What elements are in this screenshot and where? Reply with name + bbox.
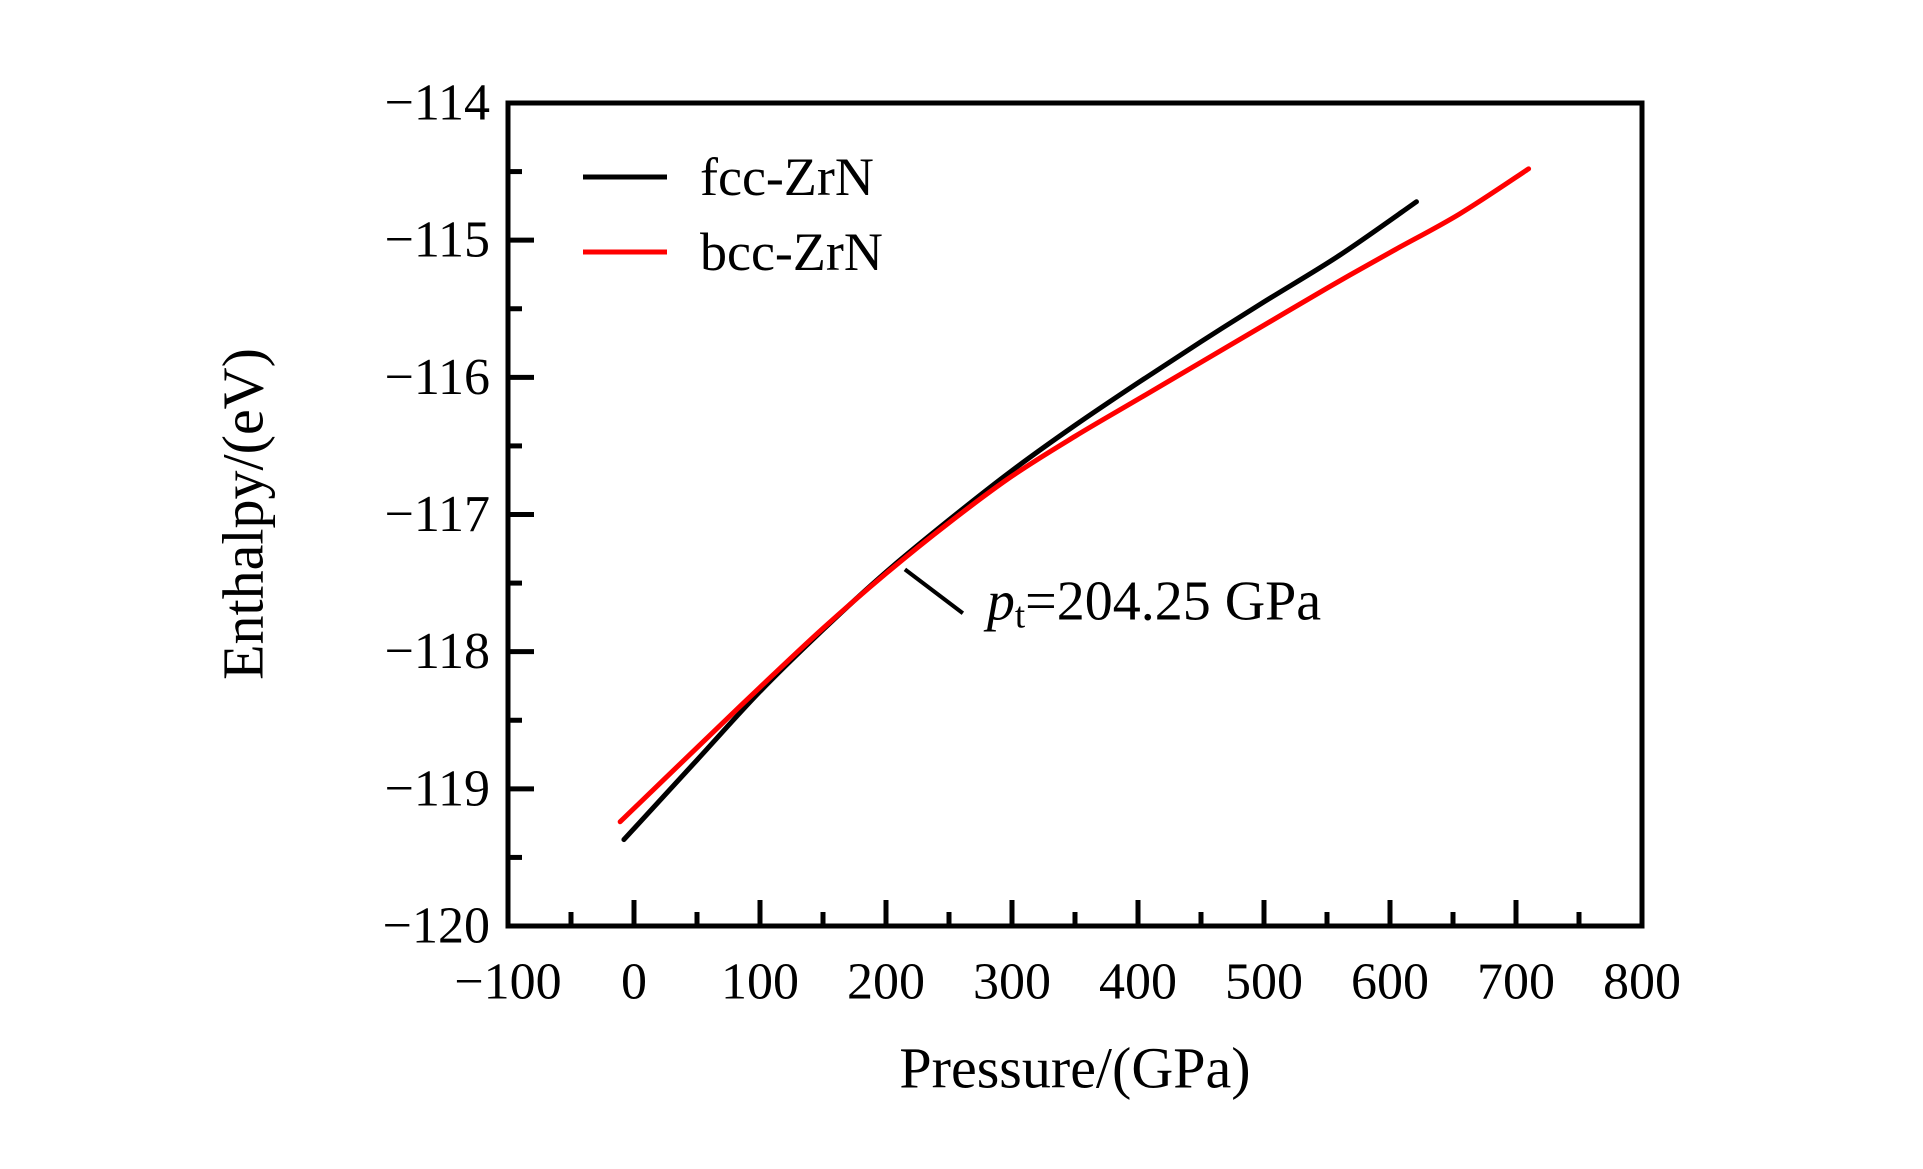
y-tick-label: −120: [383, 898, 490, 955]
x-tick-labels: −100 0 100 200 300 400 500 600 700 800: [454, 954, 1681, 1011]
x-tick-label: 600: [1351, 954, 1429, 1011]
plot-border: [505, 100, 1645, 929]
x-tick-label: 500: [1225, 954, 1303, 1011]
legend-label-fcc: fcc-ZrN: [700, 147, 874, 207]
x-tick-label: 0: [621, 954, 647, 1011]
legend-label-bcc: bcc-ZrN: [700, 222, 883, 282]
y-tick-labels: −120 −119 −118 −117 −116 −115 −114: [383, 75, 490, 955]
annotation-subscript: t: [1015, 595, 1026, 636]
x-tick-label: 400: [1099, 954, 1177, 1011]
annotation-symbol: p: [983, 570, 1015, 632]
x-tick-label: 100: [721, 954, 799, 1011]
axis-ticks: [508, 169, 1582, 926]
annotation-leader-line: [903, 567, 965, 615]
y-tick-label: −118: [385, 623, 490, 680]
series-line-fcc-ZrN: [621, 199, 1419, 843]
x-tick-label: 800: [1603, 954, 1681, 1011]
x-tick-label: 700: [1477, 954, 1555, 1011]
annotation-value: =204.25 GPa: [1025, 570, 1321, 632]
y-tick-label: −119: [385, 760, 490, 817]
y-tick-label: −115: [385, 212, 490, 269]
x-axis-title: Pressure/(GPa): [899, 1036, 1250, 1101]
series-line-bcc-ZrN: [617, 166, 1532, 825]
y-tick-label: −116: [385, 349, 490, 406]
y-tick-label: −117: [385, 486, 490, 543]
y-tick-label: −114: [385, 75, 490, 132]
data-series: [617, 166, 1532, 843]
transition-annotation-text: pt=204.25 GPa: [983, 570, 1321, 636]
x-tick-label: 200: [847, 954, 925, 1011]
x-tick-label: −100: [454, 954, 561, 1011]
y-axis-title: Enthalpy/(eV): [211, 348, 276, 680]
x-tick-label: 300: [973, 954, 1051, 1011]
legend: fcc-ZrN bcc-ZrN: [583, 147, 883, 282]
